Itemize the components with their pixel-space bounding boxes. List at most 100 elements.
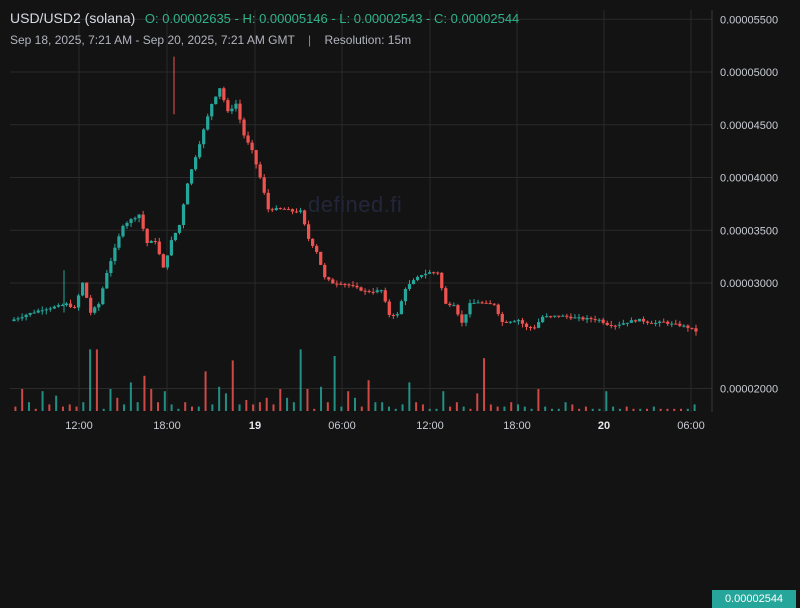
candle-body [306, 224, 311, 239]
y-tick-label: 0.00003500 [720, 225, 778, 237]
volume-bar [693, 404, 696, 411]
candle-body [593, 319, 597, 321]
volume-bar [150, 389, 153, 411]
pair-name: USD/USD2 (solana) [10, 10, 136, 26]
candle-body [399, 301, 404, 315]
candle-body [391, 314, 395, 316]
volume-bar [537, 389, 540, 411]
volume-bar [68, 404, 71, 411]
volume-bar [476, 393, 479, 411]
volume-bar [204, 371, 207, 411]
candlestick-chart[interactable]: 0.00005500 0.00005000 0.00004500 0.00004000… [0, 0, 800, 450]
separator: | [307, 33, 312, 47]
candle-body [629, 320, 634, 323]
candle-body [484, 302, 488, 304]
candle-body [480, 302, 484, 304]
volume-bar [591, 408, 594, 411]
candle-body [226, 100, 230, 112]
candle-body [109, 261, 113, 274]
volume-bar [381, 402, 384, 411]
candle-body [44, 309, 48, 311]
volume-bar [265, 397, 268, 411]
volume-bar [245, 400, 248, 411]
candle-body [363, 290, 367, 292]
candle-body [448, 303, 452, 306]
volume-bar [123, 404, 126, 411]
candle-body [125, 222, 129, 226]
candle-body [141, 214, 145, 229]
candle-body [339, 283, 343, 285]
volume-bar [503, 406, 506, 411]
candle-body [323, 264, 327, 278]
volume-bar [544, 406, 547, 411]
candle-body [645, 321, 650, 323]
candle-body [597, 319, 601, 321]
candle-body [246, 135, 250, 143]
volume-bar [469, 408, 472, 411]
volume-bar [530, 408, 533, 411]
candle-body [222, 88, 226, 101]
candle-body [367, 290, 371, 292]
candle-body [428, 272, 432, 274]
volume-bar [116, 397, 119, 411]
candle-body [270, 209, 274, 211]
x-tick-label: 12:00 [416, 420, 444, 432]
volume-bar [27, 402, 30, 411]
volume-bar [299, 349, 302, 411]
candle-body [298, 210, 303, 212]
candle-body [149, 241, 153, 243]
volume-bar [190, 406, 193, 411]
volume-bar [258, 402, 261, 411]
candle-body [690, 327, 694, 329]
volume-bar [313, 408, 316, 411]
candle-body [472, 302, 476, 304]
candle-body [637, 318, 642, 322]
candle-body [375, 290, 379, 293]
candle-body [68, 303, 73, 308]
candle-body [670, 323, 674, 325]
candle-body [395, 314, 399, 316]
volume-bar [177, 408, 180, 411]
volume-bar [646, 408, 649, 411]
volume-bar [21, 389, 24, 411]
x-tick-label: 20 [598, 420, 610, 432]
volume-bar [286, 397, 289, 411]
candle-body [379, 290, 383, 292]
y-tick-label: 0.00003000 [720, 278, 778, 290]
ohlc-readout: O: 0.00002635 - H: 0.00005146 - L: 0.000… [144, 11, 520, 26]
candle-body [153, 241, 157, 243]
candle-body [319, 251, 323, 265]
volume-bar [75, 406, 78, 411]
volume-bar [157, 402, 160, 411]
volume-bar [387, 406, 390, 411]
candle-body [48, 308, 52, 310]
candle-body [20, 317, 24, 319]
resolution-label: Resolution: 15m [324, 33, 412, 47]
candle-body [113, 247, 117, 262]
candle-body [24, 314, 28, 318]
volume-bar [564, 402, 567, 411]
candle-body [666, 321, 670, 324]
volume-bar [462, 406, 465, 411]
volume-bar [421, 404, 424, 411]
candle-body [436, 272, 440, 274]
candle-body [658, 321, 662, 323]
candle-body [311, 238, 315, 246]
candle-body [516, 320, 521, 322]
volume-bar [483, 358, 486, 411]
candle-body [28, 312, 32, 315]
volume-bar [231, 360, 234, 411]
candle-body [419, 275, 424, 277]
volume-bar [89, 349, 92, 411]
candle-body [355, 285, 359, 288]
candle-body [242, 119, 246, 136]
volume-bar [632, 408, 635, 411]
x-tick-label: 19 [249, 420, 261, 432]
candle-body [565, 315, 569, 317]
candle-body [496, 304, 500, 315]
volume-bar [605, 391, 608, 411]
volume-bar [639, 408, 642, 411]
candle-body [387, 301, 391, 315]
candle-body [541, 316, 545, 323]
volume-bar [625, 406, 628, 411]
